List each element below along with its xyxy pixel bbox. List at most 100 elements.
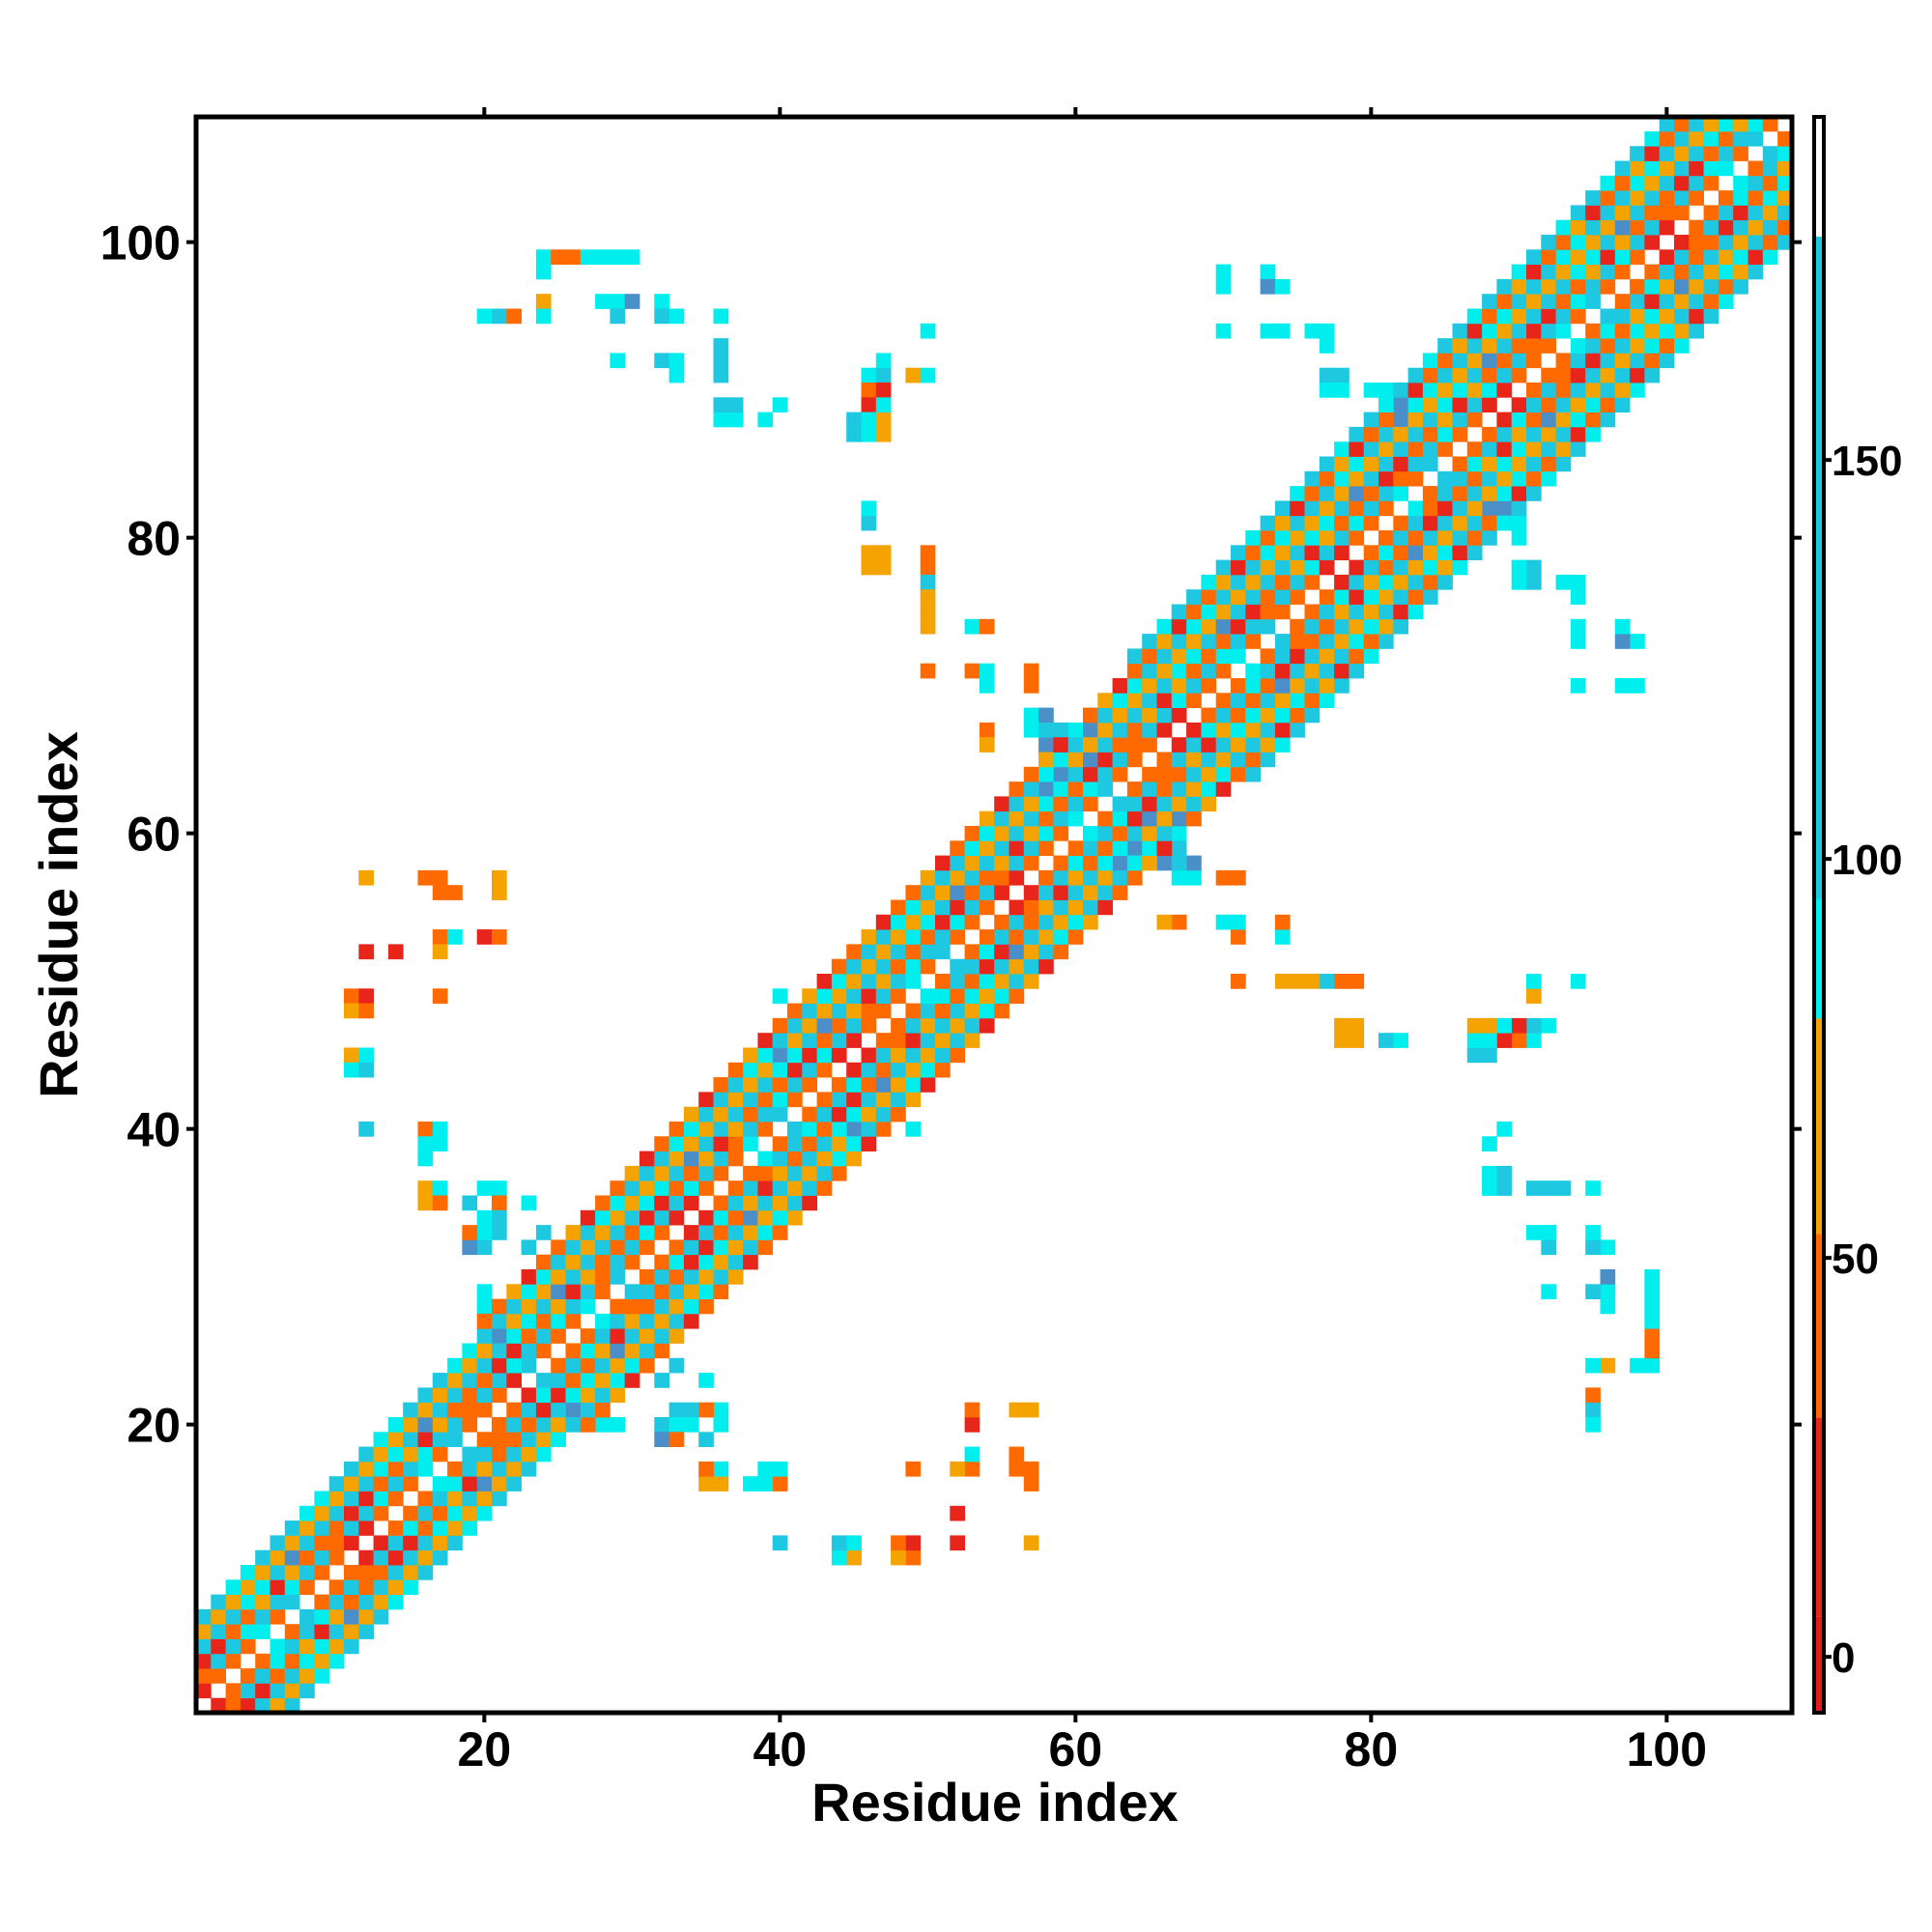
heatmap-cell [950,855,965,871]
heatmap-cell [1482,1136,1497,1151]
heatmap-cell [1585,338,1601,354]
heatmap-cell [950,1461,965,1477]
heatmap-cell [1659,160,1675,177]
heatmap-cell [1274,693,1291,708]
colorbar-tick-label: 150 [1832,438,1902,485]
heatmap-cell [403,1579,418,1595]
heatmap-cell [1378,500,1394,517]
heatmap-cell [727,1195,744,1211]
heatmap-cell [802,1033,817,1048]
heatmap-cell [639,1298,655,1315]
heatmap-cell [506,1461,522,1477]
heatmap-cell [447,929,463,945]
heatmap-cell [299,1638,315,1655]
heatmap-cell [1171,648,1187,665]
heatmap-cell [1334,383,1350,398]
heatmap-cell [920,1003,936,1019]
heatmap-cell [1038,914,1054,930]
heatmap-cell [772,988,788,1004]
heatmap-cell [1290,974,1305,989]
heatmap-cell [846,1062,862,1078]
x-tick-label: 40 [753,1722,808,1776]
heatmap-cell [713,1136,729,1151]
heatmap-cell [920,604,936,620]
heatmap-cell [1747,190,1764,206]
heatmap-cell [1644,146,1661,161]
heatmap-cell [1393,486,1408,501]
heatmap-cell [1614,205,1631,221]
heatmap-cell [1319,323,1335,339]
heatmap-cell [698,1209,714,1226]
heatmap-cell [387,1579,404,1595]
heatmap-cell [875,545,892,560]
heatmap-cell [462,1343,478,1359]
heatmap-cell [875,353,892,369]
heatmap-cell [639,1165,655,1181]
heatmap-cell [447,1402,463,1418]
heatmap-cell [1466,412,1483,428]
heatmap-cell [743,1180,758,1196]
heatmap-cell [521,1432,537,1447]
heatmap-cell [772,1092,788,1108]
heatmap-cell [1437,574,1453,590]
heatmap-cell [1747,249,1764,265]
heatmap-cell [1541,278,1556,295]
heatmap-cell [1171,618,1187,635]
heatmap-cell [1290,530,1305,546]
heatmap-cell [757,1225,774,1240]
heatmap-cell [816,1165,833,1181]
heatmap-cell [1378,589,1394,605]
heatmap-cell [1083,737,1098,753]
heatmap-cell [979,1017,995,1034]
heatmap-cell [624,1313,640,1329]
x-axis-title: Residue index [811,1772,1179,1833]
heatmap-cell [403,1505,418,1521]
heatmap-cell [328,1608,345,1625]
heatmap-cell [831,1106,847,1122]
heatmap-cell [1393,1033,1408,1048]
heatmap-cell [551,1298,566,1315]
heatmap-cell [1171,634,1187,649]
heatmap-cell [1349,441,1365,457]
heatmap-cell [1600,205,1616,221]
heatmap-cell [492,1298,507,1315]
heatmap-cell [1245,634,1261,649]
heatmap-cell [964,944,980,960]
heatmap-cell [1201,752,1217,768]
heatmap-cell [1171,840,1187,856]
heatmap-cell [713,1254,729,1270]
heatmap-cell [417,1446,434,1463]
heatmap-cell [1733,219,1748,236]
heatmap-cell [1290,634,1305,649]
heatmap-cell [462,1195,478,1211]
heatmap-cell [521,1402,537,1418]
heatmap-cell [1630,383,1645,398]
heatmap-cell [328,1505,345,1521]
heatmap-cell [668,1432,685,1447]
heatmap-cell [328,1624,345,1639]
heatmap-cell [1215,914,1232,930]
heatmap-cell [1378,634,1394,649]
heatmap-cell [1614,160,1631,177]
heatmap-cell [1614,249,1631,265]
heatmap-cell [1511,353,1527,369]
heatmap-cell [1097,752,1113,768]
heatmap-cell [1334,589,1350,605]
heatmap-cell [521,1269,537,1285]
heatmap-cell [1097,707,1113,724]
heatmap-cell [1363,604,1379,620]
heatmap-cell [1156,781,1173,797]
heatmap-cell [1511,530,1527,546]
heatmap-cell [225,1697,242,1714]
heatmap-cell [535,1313,552,1329]
heatmap-cell [1555,323,1572,339]
heatmap-cell [831,1003,847,1019]
heatmap-cell [1363,456,1379,472]
heatmap-cell [727,1136,744,1151]
heatmap-cell [1526,988,1542,1004]
heatmap-cell [492,1328,507,1344]
heatmap-cell [1614,219,1631,236]
heatmap-cell [920,885,936,900]
heatmap-cell [492,1225,507,1240]
